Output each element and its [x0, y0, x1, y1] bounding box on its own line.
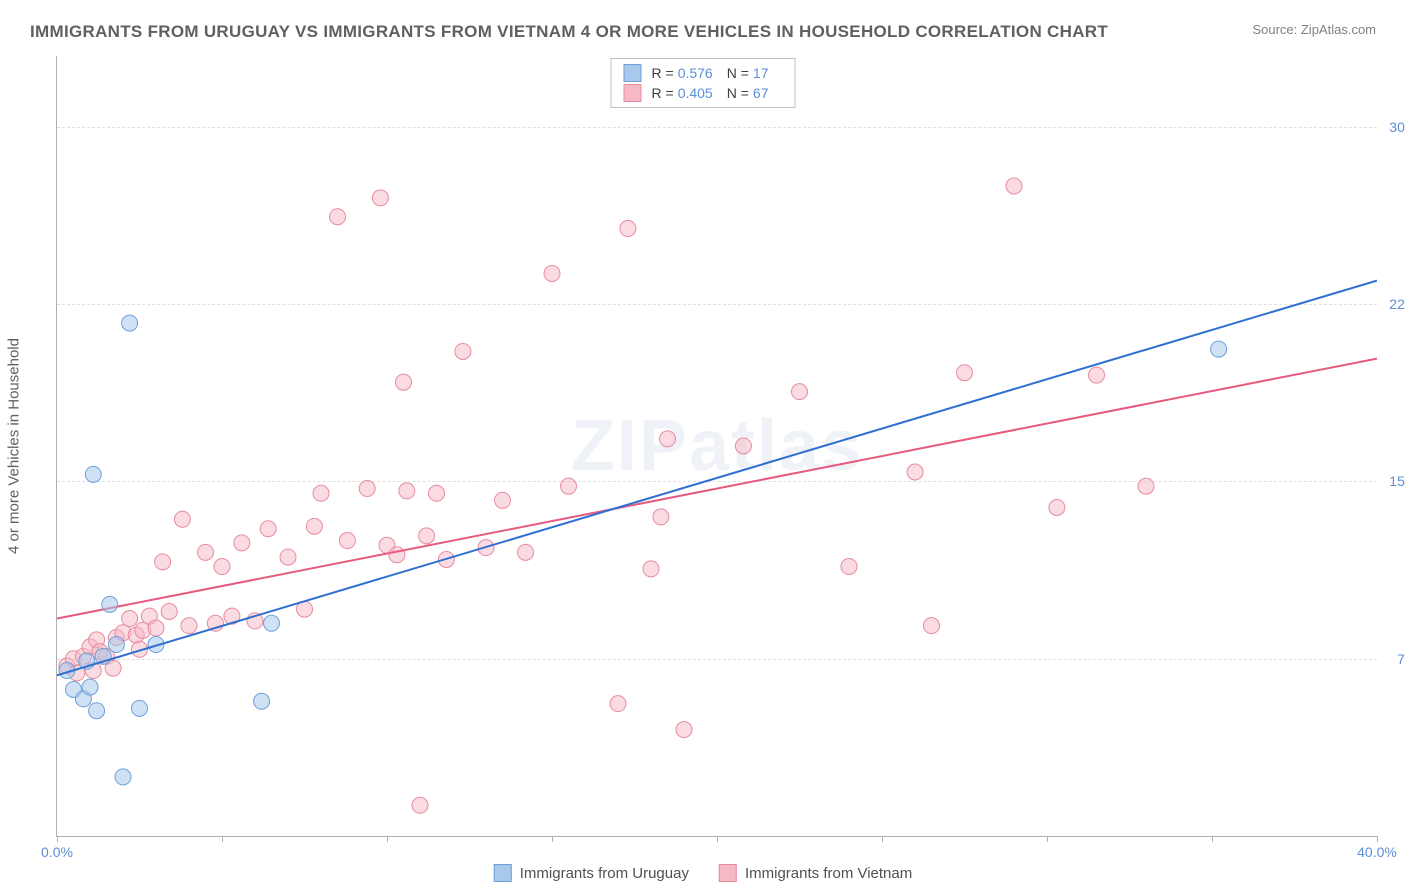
xtick-label-end: 40.0% [1357, 844, 1397, 860]
legend-r-uruguay: R =0.576N =17 [652, 65, 783, 81]
legend-item-uruguay: Immigrants from Uruguay [494, 864, 689, 882]
point-vietnam [455, 343, 471, 359]
point-vietnam [280, 549, 296, 565]
legend-r-vietnam: R =0.405N =67 [652, 85, 783, 101]
legend-item-vietnam: Immigrants from Vietnam [719, 864, 912, 882]
ytick-label: 30.0% [1384, 119, 1406, 135]
xtick [222, 836, 223, 842]
point-vietnam [643, 561, 659, 577]
point-vietnam [313, 485, 329, 501]
scatter-svg [57, 56, 1377, 836]
point-vietnam [339, 533, 355, 549]
point-vietnam [122, 611, 138, 627]
xtick [387, 836, 388, 842]
source-label: Source: ZipAtlas.com [1252, 22, 1376, 37]
point-vietnam [234, 535, 250, 551]
point-vietnam [148, 620, 164, 636]
point-vietnam [174, 511, 190, 527]
y-axis-label: 4 or more Vehicles in Household [6, 338, 23, 554]
legend-label-uruguay: Immigrants from Uruguay [520, 865, 689, 882]
point-vietnam [389, 547, 405, 563]
point-vietnam [198, 544, 214, 560]
point-vietnam [419, 528, 435, 544]
legend-row-vietnam: R =0.405N =67 [624, 83, 783, 103]
xtick [1377, 836, 1378, 842]
ytick-label: 22.5% [1384, 296, 1406, 312]
xtick [1212, 836, 1213, 842]
point-vietnam [161, 603, 177, 619]
point-vietnam [429, 485, 445, 501]
point-vietnam [660, 431, 676, 447]
plot-area: ZIPatlas 7.5%15.0%22.5%30.0%0.0%40.0% [56, 56, 1377, 837]
swatch-uruguay [624, 64, 642, 82]
xtick [717, 836, 718, 842]
xtick [1047, 836, 1048, 842]
point-vietnam [399, 483, 415, 499]
chart-title: IMMIGRANTS FROM URUGUAY VS IMMIGRANTS FR… [30, 22, 1108, 42]
point-vietnam [181, 618, 197, 634]
xtick-label-start: 0.0% [41, 844, 73, 860]
point-vietnam [907, 464, 923, 480]
point-uruguay [1211, 341, 1227, 357]
point-uruguay [108, 637, 124, 653]
swatch-vietnam [624, 84, 642, 102]
point-uruguay [102, 596, 118, 612]
ytick-label: 7.5% [1384, 651, 1406, 667]
point-vietnam [653, 509, 669, 525]
trendline-vietnam [57, 359, 1377, 619]
ytick-label: 15.0% [1384, 473, 1406, 489]
point-vietnam [957, 365, 973, 381]
point-vietnam [676, 722, 692, 738]
point-vietnam [518, 544, 534, 560]
point-vietnam [214, 559, 230, 575]
point-vietnam [841, 559, 857, 575]
swatch-vietnam-bottom [719, 864, 737, 882]
point-vietnam [924, 618, 940, 634]
point-vietnam [620, 221, 636, 237]
point-vietnam [330, 209, 346, 225]
xtick [57, 836, 58, 842]
xtick [552, 836, 553, 842]
point-vietnam [544, 265, 560, 281]
swatch-uruguay-bottom [494, 864, 512, 882]
point-uruguay [254, 693, 270, 709]
point-uruguay [85, 466, 101, 482]
point-vietnam [1049, 499, 1065, 515]
point-vietnam [372, 190, 388, 206]
point-uruguay [122, 315, 138, 331]
point-vietnam [1138, 478, 1154, 494]
point-vietnam [359, 481, 375, 497]
point-uruguay [132, 700, 148, 716]
xtick [882, 836, 883, 842]
point-vietnam [735, 438, 751, 454]
point-uruguay [82, 679, 98, 695]
legend-label-vietnam: Immigrants from Vietnam [745, 865, 912, 882]
point-vietnam [306, 518, 322, 534]
point-vietnam [610, 696, 626, 712]
trendline-uruguay [57, 281, 1377, 676]
point-vietnam [1006, 178, 1022, 194]
point-uruguay [264, 615, 280, 631]
point-vietnam [155, 554, 171, 570]
point-vietnam [495, 492, 511, 508]
point-vietnam [396, 374, 412, 390]
legend-correlation: R =0.576N =17 R =0.405N =67 [611, 58, 796, 108]
point-vietnam [792, 384, 808, 400]
legend-row-uruguay: R =0.576N =17 [624, 63, 783, 83]
point-uruguay [89, 703, 105, 719]
point-vietnam [1089, 367, 1105, 383]
point-vietnam [260, 521, 276, 537]
legend-series: Immigrants from Uruguay Immigrants from … [494, 864, 913, 882]
point-vietnam [412, 797, 428, 813]
point-uruguay [115, 769, 131, 785]
point-vietnam [561, 478, 577, 494]
